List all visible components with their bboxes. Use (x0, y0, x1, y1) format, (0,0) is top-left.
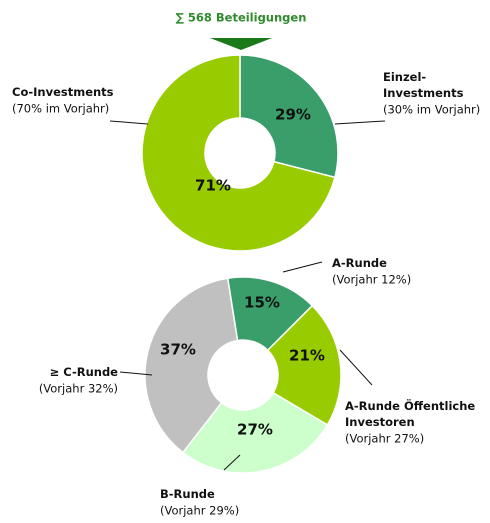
donut-segment (239, 54, 339, 179)
category-label: Co-Investments (12, 85, 114, 99)
donut-segment (141, 54, 336, 252)
value-label: 29% (275, 106, 311, 124)
value-label: 27% (237, 421, 273, 439)
donut-segment (226, 276, 314, 352)
donut-segment (144, 277, 239, 454)
donut-segment (181, 391, 329, 474)
category-label: Einzel-Investments (383, 70, 464, 100)
chart-title: ∑ 568 Beteiligungen (176, 11, 307, 25)
note-label: (Vorjahr 27%) (345, 432, 424, 446)
value-label: 15% (244, 294, 280, 312)
note-label: (Vorjahr 32%) (39, 382, 118, 396)
value-label: 37% (160, 341, 196, 359)
leader-line (339, 349, 373, 386)
leader-line (223, 454, 241, 471)
category-label: ≥ C-Runde (50, 365, 119, 379)
note-label: (Vorjahr 12%) (332, 273, 411, 287)
donut-segment (266, 304, 342, 426)
arrow (210, 38, 272, 50)
note-label: (70% im Vorjahr) (12, 102, 109, 116)
category-label: B-Runde (160, 487, 215, 501)
leader-line (334, 120, 386, 125)
value-label: 71% (195, 177, 231, 195)
leader-line (119, 371, 153, 376)
category-label: A-Runde (332, 256, 387, 270)
category-label: A-Runde Öffentliche Investoren (345, 398, 475, 429)
value-label: 21% (289, 347, 325, 365)
note-label: (Vorjahr 29%) (160, 504, 239, 518)
leader-line (282, 261, 323, 273)
note-label: (30% im Vorjahr) (383, 103, 480, 117)
leader-line (109, 120, 149, 125)
